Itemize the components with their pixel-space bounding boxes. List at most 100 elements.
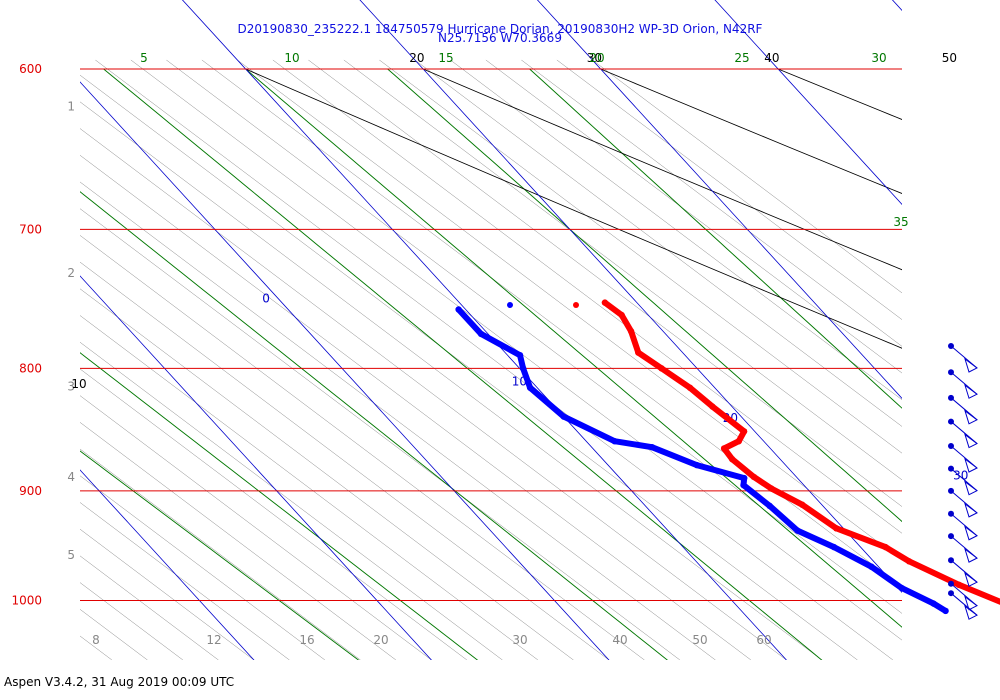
wind-barb [948, 590, 978, 620]
dewpoint-point [477, 330, 485, 338]
wind-barb-flag [964, 604, 978, 620]
isotherm-line [80, 469, 255, 660]
wind-barb-flag [964, 357, 978, 373]
mixing-ratio-line [80, 101, 823, 660]
mixing-ratio-line [80, 448, 361, 660]
temperature-point [740, 428, 748, 435]
skewt-chart: 600700800900100012345-20-100102030401020… [0, 0, 1000, 660]
dewpoint-point [693, 461, 700, 469]
mixing-ratio-line [379, 59, 902, 454]
dewpoint-point [830, 543, 838, 551]
dry-adiabat-line [600, 68, 902, 195]
sounding-profiles [455, 299, 1000, 615]
mixing-ratio-line [80, 635, 113, 660]
temperature-point [720, 445, 728, 452]
dry-adiabat-line [245, 68, 902, 349]
moist-adiabat-label: 30 [871, 51, 886, 65]
wind-barb-flag [964, 525, 978, 541]
moist-adiabat-label: 10 [284, 51, 299, 65]
mixing-ratio-line [556, 59, 902, 320]
temperature-point [686, 384, 694, 391]
dewpoint-point [455, 306, 462, 313]
pressure-label: 900 [19, 484, 42, 498]
wind-barb-flag [964, 547, 978, 563]
isotherm-line [80, 275, 432, 660]
temperature-point [658, 365, 665, 372]
wind-barb-flag [964, 383, 978, 399]
moist-adiabat-line [80, 450, 360, 660]
axis-labels: 600700800900100012345-20-100102030401020… [0, 51, 968, 647]
mixing-ratio-line [80, 128, 787, 660]
wind-barb [948, 465, 978, 496]
dry-adiabat-label: 20 [409, 51, 424, 65]
dewpoint-point [741, 474, 748, 482]
wind-barb [948, 487, 978, 518]
pressure-label: 800 [19, 361, 42, 375]
mixing-ratio-line [343, 59, 902, 481]
dewpoint-point [519, 365, 527, 372]
mixing-ratio-label: 16 [299, 633, 314, 647]
dewpoint-point [766, 502, 773, 509]
wind-barb-flag [964, 433, 978, 449]
isotherms [80, 0, 902, 660]
moist-adiabat-line [80, 191, 668, 660]
temperature-point [729, 456, 736, 463]
mixing-ratio-line [80, 154, 752, 660]
moist-adiabat-label: 25 [734, 51, 749, 65]
dewpoint-point [794, 527, 801, 534]
mixing-ratio-line [166, 59, 902, 614]
mixing-ratio-line [80, 475, 326, 660]
altitude-label: 1 [67, 99, 75, 113]
wind-barb [948, 557, 978, 587]
altitude-label: 5 [67, 548, 75, 562]
dry-adiabats [245, 68, 902, 349]
mixing-ratio-label: 30 [512, 633, 527, 647]
wind-barb [948, 394, 978, 425]
mixing-ratio-line [80, 181, 716, 660]
mixing-ratio-line [80, 288, 574, 660]
temperature-point [799, 501, 806, 508]
mixing-ratio-line [450, 59, 902, 401]
wind-barb-flag [964, 409, 978, 425]
mixing-ratio-lines [0, 59, 902, 660]
moist-adiabat-label: 20 [589, 51, 604, 65]
temperature-point [750, 473, 757, 481]
pressure-label: 700 [19, 222, 42, 236]
mixing-ratio-line [201, 59, 902, 588]
isotherm-line [359, 0, 902, 593]
moist-adiabat-line [80, 352, 479, 660]
dewpoint-point [648, 444, 656, 451]
dewpoint-point [868, 563, 875, 570]
moist-adiabat-label: 15 [438, 51, 453, 65]
temperature-point [882, 543, 889, 551]
mixing-ratio-label: 8 [92, 633, 100, 647]
mixing-ratio-line [80, 235, 645, 660]
mixing-ratio-line [80, 422, 397, 660]
dewpoint-point [930, 600, 937, 607]
moist-adiabat-line [529, 68, 902, 409]
dewpoint-point [611, 438, 618, 445]
dry-adiabat-label: 40 [764, 51, 779, 65]
temperature-point [627, 328, 635, 335]
isotherm-label: 30 [953, 469, 968, 483]
isotherm-line [80, 81, 610, 660]
dewpoint-point [526, 384, 534, 391]
mixing-ratio-line [80, 395, 432, 660]
mixing-ratio-line [80, 368, 468, 660]
mixing-ratio-label: 60 [756, 633, 771, 647]
mixing-ratio-line [0, 60, 76, 660]
isotherm-label: 0 [262, 291, 270, 305]
wind-barb [948, 510, 978, 541]
moist-adiabat-line [387, 68, 902, 523]
temperature-point [635, 349, 642, 356]
dewpoint-point [740, 481, 747, 489]
isotherm-line [891, 0, 902, 11]
wind-barb [948, 580, 978, 611]
mixing-ratio-line [80, 208, 681, 660]
mixing-ratio-line [592, 59, 902, 294]
wind-barb [948, 442, 978, 473]
temperature-point [768, 485, 775, 492]
mixing-ratio-line [130, 59, 902, 641]
isobars [80, 68, 902, 601]
isotherm-line [536, 0, 902, 399]
